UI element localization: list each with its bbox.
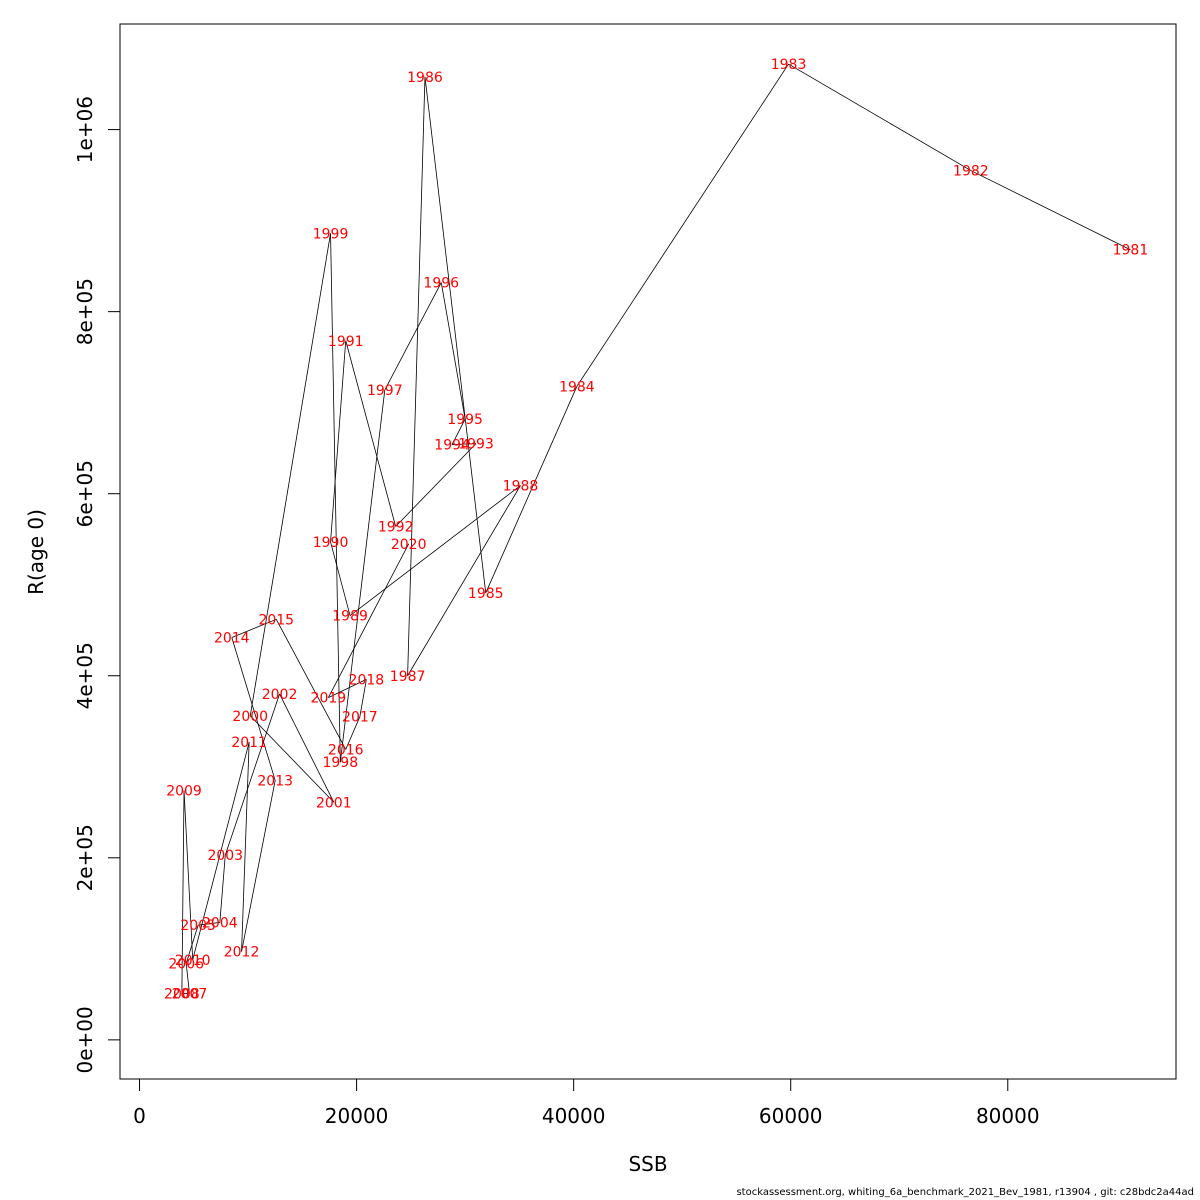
point-label-2017: 2017 <box>342 710 378 726</box>
point-label-1989: 1989 <box>332 609 368 625</box>
y-tick-label: 8e+05 <box>73 278 97 345</box>
x-tick-label: 60000 <box>759 1104 823 1128</box>
series-segment <box>485 386 578 594</box>
series-segment <box>219 855 226 923</box>
point-label-2003: 2003 <box>207 848 243 864</box>
point-label-2010: 2010 <box>175 953 211 969</box>
point-label-2019: 2019 <box>311 691 347 707</box>
x-axis: 0 20000 40000 60000 80000 <box>133 1078 1040 1128</box>
point-label-1991: 1991 <box>328 334 364 350</box>
point-label-1981: 1981 <box>1113 243 1149 259</box>
x-axis-title: SSB <box>628 1152 667 1176</box>
series-segment <box>345 340 397 527</box>
series-segment <box>339 389 386 763</box>
point-label-1994: 1994 <box>434 438 470 454</box>
point-label-1984: 1984 <box>559 379 595 395</box>
series-segment <box>345 716 361 750</box>
point-label-1996: 1996 <box>423 276 459 292</box>
series-segment <box>349 485 521 616</box>
series-segment <box>231 637 276 781</box>
series-segment <box>231 618 277 638</box>
point-label-2002: 2002 <box>262 687 298 703</box>
series-segment <box>241 742 250 952</box>
point-label-2013: 2013 <box>257 773 293 789</box>
y-tick-label: 1e+06 <box>73 96 97 163</box>
x-tick-label: 80000 <box>976 1104 1040 1128</box>
series-segment <box>224 693 280 856</box>
series-segment <box>192 742 250 960</box>
series-segment <box>970 170 1131 251</box>
point-label-2004: 2004 <box>202 915 238 931</box>
point-label-2018: 2018 <box>349 672 385 688</box>
point-label-1988: 1988 <box>503 479 539 495</box>
series-segment <box>407 485 521 676</box>
point-label-1998: 1998 <box>322 755 358 771</box>
y-tick-label: 0e+00 <box>73 1006 97 1073</box>
series-segment <box>330 541 351 616</box>
point-label-1999: 1999 <box>313 226 349 242</box>
x-tick-label: 40000 <box>542 1104 606 1128</box>
series-segment <box>249 715 335 803</box>
series-segment <box>249 233 331 716</box>
series-segment <box>576 63 789 387</box>
y-axis-title: R(age 0) <box>24 509 48 595</box>
series-segment <box>185 963 190 994</box>
series-segment <box>279 693 335 803</box>
series-segment <box>330 233 341 763</box>
series-segment <box>451 418 466 445</box>
series-segment <box>181 790 185 994</box>
point-label-1982: 1982 <box>953 164 989 180</box>
series-segment <box>424 76 487 593</box>
series-segment <box>330 340 347 542</box>
series-segment <box>359 679 367 717</box>
series-segment <box>328 543 410 698</box>
series-segment <box>395 443 477 527</box>
point-label-2020: 2020 <box>391 537 427 553</box>
series-segment <box>788 63 972 171</box>
point-label-2007: 2007 <box>172 986 208 1002</box>
series-segment <box>183 790 194 960</box>
point-label-1992: 1992 <box>378 519 414 535</box>
point-label-2012: 2012 <box>224 945 260 961</box>
series-segment <box>241 780 276 952</box>
point-label-1987: 1987 <box>390 669 426 685</box>
point-label-2008: 2008 <box>164 986 200 1002</box>
point-label-2014: 2014 <box>214 631 250 647</box>
point-label-2015: 2015 <box>258 612 294 628</box>
point-label-1986: 1986 <box>407 70 443 86</box>
series-line-group <box>181 63 1131 994</box>
x-tick-label: 20000 <box>325 1104 389 1128</box>
point-labels-group: 1981 1982 1983 1984 1985 1986 1987 1988 1989 1990… <box>164 57 1148 1002</box>
point-label-1995: 1995 <box>447 412 483 428</box>
series-segment <box>384 282 442 391</box>
point-label-2009: 2009 <box>166 783 202 799</box>
point-label-1983: 1983 <box>771 57 807 73</box>
point-label-2005: 2005 <box>180 918 216 934</box>
plot-frame <box>119 23 1177 1080</box>
point-label-2011: 2011 <box>231 735 267 751</box>
point-label-2006: 2006 <box>168 956 204 972</box>
point-label-2000: 2000 <box>232 709 268 725</box>
x-tick-label: 0 <box>133 1104 146 1128</box>
point-label-2016: 2016 <box>328 742 364 758</box>
point-label-1993: 1993 <box>458 437 494 453</box>
y-tick-label: 4e+05 <box>73 642 97 709</box>
series-segment <box>440 282 466 420</box>
point-label-1997: 1997 <box>367 383 403 399</box>
series-segment <box>328 679 367 698</box>
series-segment <box>407 76 426 676</box>
point-label-1990: 1990 <box>313 535 349 551</box>
series-segment <box>275 619 347 750</box>
point-label-2001: 2001 <box>316 795 352 811</box>
series-segment <box>452 443 476 445</box>
footer-credit: stockassessment.org, whiting_6a_benchmar… <box>736 1187 1194 1198</box>
y-tick-label: 6e+05 <box>73 460 97 527</box>
y-tick-label: 2e+05 <box>73 824 97 891</box>
point-label-1985: 1985 <box>468 586 504 602</box>
y-axis: 0e+00 2e+05 4e+05 6e+05 8e+05 1e+06 <box>73 96 121 1073</box>
